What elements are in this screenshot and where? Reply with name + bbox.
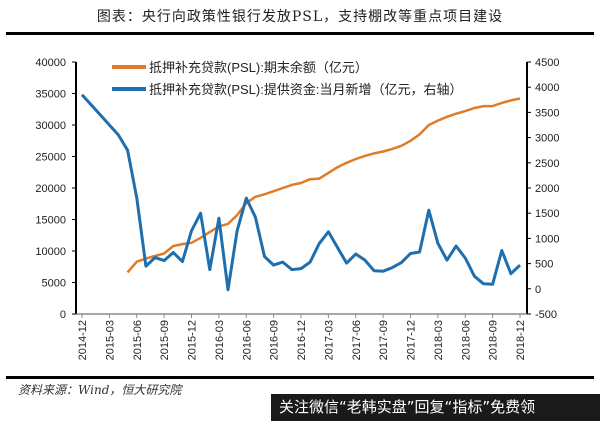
right-tick-label: 1500 bbox=[535, 208, 559, 220]
x-tick-label: 2018-03 bbox=[433, 320, 445, 360]
x-tick-label: 2016-03 bbox=[214, 320, 226, 360]
x-tick-label: 2018-12 bbox=[515, 320, 527, 360]
right-tick-label: 3000 bbox=[535, 133, 559, 145]
x-tick-label: 2016-09 bbox=[269, 320, 281, 360]
legend-label-balance: 抵押补充贷款(PSL):期末余额（亿元） bbox=[149, 60, 368, 75]
source-note: 资料来源：Wind，恒大研究院 bbox=[18, 383, 182, 397]
legend: 抵押补充贷款(PSL):期末余额（亿元） 抵押补充贷款(PSL):提供资金:当月… bbox=[112, 60, 462, 97]
watermark-banner: 关注微信“老韩实盘”回复“指标”免费领 bbox=[271, 394, 600, 421]
right-tick-label: 4500 bbox=[535, 57, 559, 69]
line-chart: 0500010000150002000025000300003500040000… bbox=[35, 57, 559, 360]
right-tick-label: 4000 bbox=[535, 82, 559, 94]
right-tick-label: 3500 bbox=[535, 107, 559, 119]
x-tick-label: 2015-06 bbox=[132, 320, 144, 360]
right-tick-label: 0 bbox=[535, 284, 541, 296]
x-tick-label: 2017-12 bbox=[406, 320, 418, 360]
left-tick-label: 20000 bbox=[35, 183, 66, 195]
x-tick-label: 2017-06 bbox=[351, 320, 363, 360]
x-tick-label: 2018-06 bbox=[460, 320, 472, 360]
x-tick-label: 2018-09 bbox=[488, 320, 500, 360]
series-line-monthly-new bbox=[80, 93, 522, 292]
right-tick-label: -500 bbox=[535, 309, 557, 321]
x-tick-label: 2016-06 bbox=[241, 320, 253, 360]
bottom-divider bbox=[6, 376, 594, 379]
right-tick-label: 2500 bbox=[535, 158, 559, 170]
chart-title: 图表：央行向政策性银行发放PSL，支持棚改等重点项目建设 bbox=[96, 9, 504, 25]
left-tick-label: 0 bbox=[60, 309, 66, 321]
x-tick-label: 2017-03 bbox=[323, 320, 335, 360]
legend-label-monthly: 抵押补充贷款(PSL):提供资金:当月新增（亿元，右轴） bbox=[149, 82, 462, 97]
left-tick-label: 15000 bbox=[35, 215, 66, 227]
x-tick-label: 2015-12 bbox=[187, 320, 199, 360]
x-tick-label: 2015-03 bbox=[104, 320, 116, 360]
left-tick-label: 10000 bbox=[35, 246, 66, 258]
left-tick-label: 5000 bbox=[42, 278, 66, 290]
x-tick-label: 2016-12 bbox=[296, 320, 308, 360]
left-tick-label: 35000 bbox=[35, 89, 66, 101]
right-tick-label: 1000 bbox=[535, 233, 559, 245]
series-line-balance bbox=[126, 97, 521, 274]
right-tick-label: 500 bbox=[535, 259, 553, 271]
top-divider bbox=[6, 32, 594, 35]
x-tick-label: 2017-09 bbox=[378, 320, 390, 360]
left-tick-label: 40000 bbox=[35, 57, 66, 69]
left-tick-label: 25000 bbox=[35, 152, 66, 164]
left-tick-label: 30000 bbox=[35, 120, 66, 132]
x-tick-label: 2015-09 bbox=[159, 320, 171, 360]
x-tick-label: 2014-12 bbox=[77, 320, 89, 360]
right-tick-label: 2000 bbox=[535, 183, 559, 195]
